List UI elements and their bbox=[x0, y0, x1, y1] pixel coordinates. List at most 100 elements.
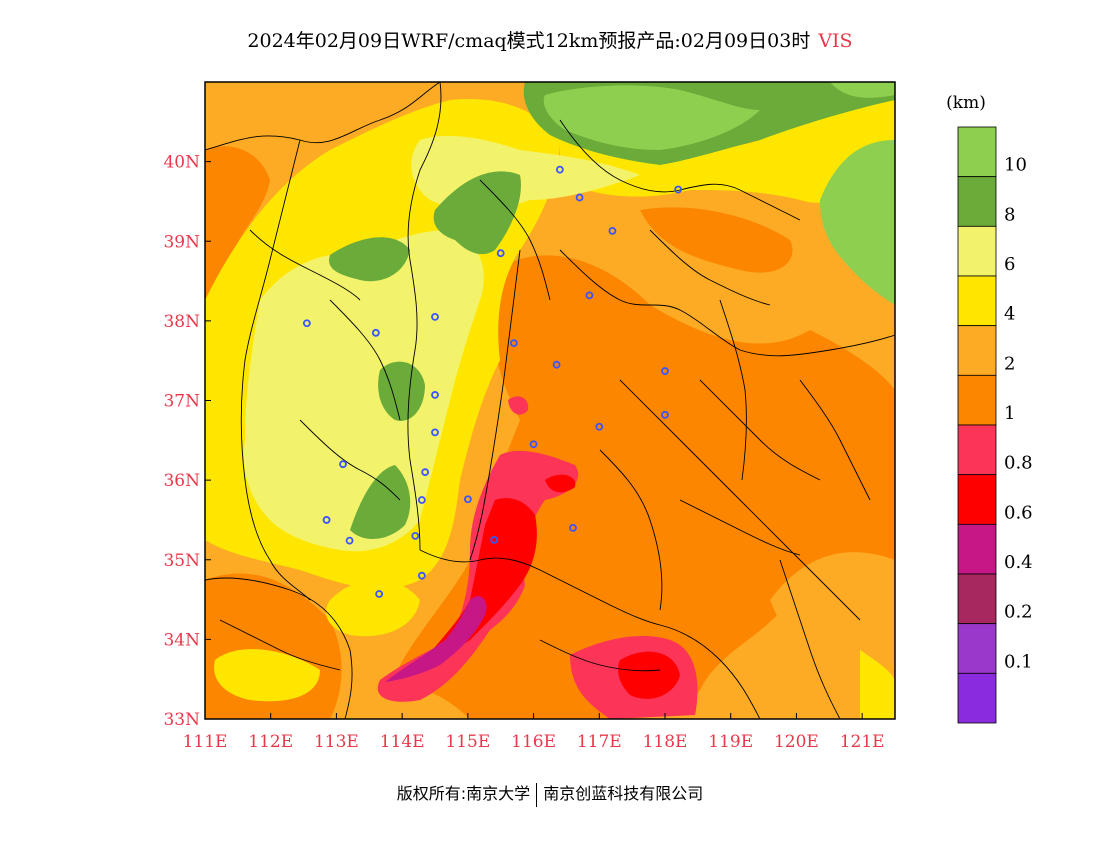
lon-tick-label: 112E bbox=[248, 732, 293, 752]
colorbar-label: 0.2 bbox=[1004, 602, 1033, 623]
field-4-6km-sw-patch bbox=[214, 649, 320, 702]
lat-tick-label: 40N bbox=[163, 153, 200, 173]
variable-label: VIS bbox=[818, 30, 853, 52]
map-title: 2024年02月09日WRF/cmaq模式12km预报产品:02月09日03时 V… bbox=[0, 26, 1100, 53]
station-marker bbox=[417, 496, 426, 504]
colorbar-label: 0.4 bbox=[1004, 552, 1033, 573]
lon-tick-label: 111E bbox=[183, 732, 228, 752]
lat-tick-label: 39N bbox=[163, 232, 200, 252]
map-axes: 111E 112E 113E 114E 115E 116E 117E 118E 119E 120E… bbox=[163, 153, 884, 752]
colorbar-label: 6 bbox=[1004, 254, 1015, 275]
colorbar-label: 10 bbox=[1004, 155, 1027, 176]
station-marker bbox=[322, 516, 331, 524]
station-marker bbox=[375, 590, 384, 598]
colorbar-swatch bbox=[957, 672, 997, 724]
station-marker bbox=[555, 165, 564, 174]
field-4-6km-north bbox=[560, 100, 895, 203]
station-marker bbox=[345, 536, 354, 545]
field-over-10km-bohai bbox=[820, 140, 895, 305]
field-4-6km-south bbox=[326, 579, 420, 637]
lon-tick-label: 114E bbox=[380, 732, 425, 752]
field-0.8-1km-patch bbox=[508, 396, 529, 415]
colorbar: 10 8 6 4 2 1 0.8 0.6 0.4 0.2 0.1 bbox=[957, 126, 1033, 724]
colorbar-label: 2 bbox=[1004, 353, 1015, 374]
colorbar-swatch bbox=[957, 325, 997, 376]
copyright-left: 版权所有:南京大学 bbox=[396, 784, 531, 803]
field-0.6-0.8km-patch bbox=[545, 474, 576, 493]
station-marker bbox=[463, 495, 472, 504]
station-marker bbox=[417, 571, 426, 580]
station-marker bbox=[302, 319, 311, 328]
station-marker bbox=[661, 410, 669, 419]
station-marker bbox=[431, 428, 439, 437]
station-marker bbox=[529, 440, 538, 449]
lon-tick-label: 117E bbox=[577, 732, 622, 752]
colorbar-swatch bbox=[957, 374, 997, 426]
colorbar-label: 1 bbox=[1004, 403, 1015, 424]
admin-boundaries bbox=[205, 82, 895, 719]
lat-tick-label: 34N bbox=[163, 630, 200, 650]
colorbar-label: 0.8 bbox=[1004, 453, 1033, 474]
station-marker bbox=[339, 460, 347, 469]
lat-tick-label: 35N bbox=[163, 551, 200, 571]
field-1-2km-west bbox=[205, 146, 270, 300]
colorbar-swatch bbox=[957, 275, 997, 327]
lat-tick-label: 36N bbox=[163, 471, 200, 491]
lon-tick-label: 115E bbox=[445, 732, 490, 752]
title-text: 2024年02月09日WRF/cmaq模式12km预报产品:02月09日03时 bbox=[247, 30, 811, 52]
field-8-10km-south-shanxi bbox=[350, 465, 411, 540]
colorbar-swatch bbox=[957, 623, 997, 674]
station-marker bbox=[585, 291, 594, 300]
station-marker bbox=[431, 391, 439, 399]
colorbar-swatch bbox=[957, 573, 997, 625]
station-marker bbox=[371, 328, 380, 337]
field-0.4-0.6km bbox=[385, 595, 487, 682]
field-6-8km-central bbox=[243, 230, 484, 552]
copyright-right: 南京创蓝科技有限公司 bbox=[543, 784, 704, 803]
station-marker bbox=[509, 339, 518, 348]
station-marker bbox=[431, 312, 439, 321]
copyright-separator bbox=[536, 782, 538, 807]
station-marker bbox=[575, 193, 584, 202]
colorbar-label: 4 bbox=[1004, 304, 1015, 325]
station-marker bbox=[674, 185, 683, 194]
colorbar-swatch bbox=[957, 474, 997, 525]
visibility-field bbox=[205, 82, 895, 719]
station-marker bbox=[595, 422, 604, 431]
field-0.6-0.8km-corridor bbox=[420, 498, 537, 665]
station-markers bbox=[302, 165, 683, 598]
lat-tick-label: 37N bbox=[163, 392, 200, 412]
lon-tick-label: 119E bbox=[708, 732, 753, 752]
field-over-10km-northeast bbox=[830, 82, 895, 98]
lon-tick-label: 116E bbox=[511, 732, 556, 752]
station-marker bbox=[421, 468, 430, 477]
lon-tick-label: 113E bbox=[314, 732, 359, 752]
lat-tick-label: 38N bbox=[163, 312, 200, 332]
field-1-2km-east bbox=[390, 255, 895, 719]
field-4-6km-east bbox=[860, 650, 895, 719]
field-8-10km-shanxi-north bbox=[329, 237, 410, 282]
field-8-10km-hebei bbox=[433, 171, 521, 255]
field-over-10km-north bbox=[543, 85, 760, 150]
colorbar-swatch bbox=[957, 424, 997, 476]
station-marker bbox=[411, 531, 420, 540]
field-1-2km-north bbox=[640, 207, 793, 273]
colorbar-label: 0.6 bbox=[1004, 502, 1033, 523]
lon-tick-label: 120E bbox=[774, 732, 819, 752]
colorbar-swatch bbox=[957, 176, 997, 227]
colorbar-label: 8 bbox=[1004, 204, 1015, 225]
station-marker bbox=[552, 360, 561, 369]
colorbar-unit: (km) bbox=[946, 93, 986, 113]
station-marker bbox=[490, 535, 499, 544]
lon-tick-label: 121E bbox=[840, 732, 885, 752]
field-8-10km-taihang bbox=[378, 361, 425, 421]
field-0.6-0.8km-south bbox=[618, 651, 680, 699]
lat-tick-label: 33N bbox=[163, 710, 200, 730]
copyright: 版权所有:南京大学 南京创蓝科技有限公司 bbox=[0, 780, 1100, 807]
station-marker bbox=[661, 367, 669, 375]
station-marker bbox=[569, 524, 577, 532]
colorbar-swatch bbox=[957, 523, 997, 575]
lon-tick-label: 118E bbox=[643, 732, 688, 752]
colorbar-swatch bbox=[957, 225, 997, 277]
